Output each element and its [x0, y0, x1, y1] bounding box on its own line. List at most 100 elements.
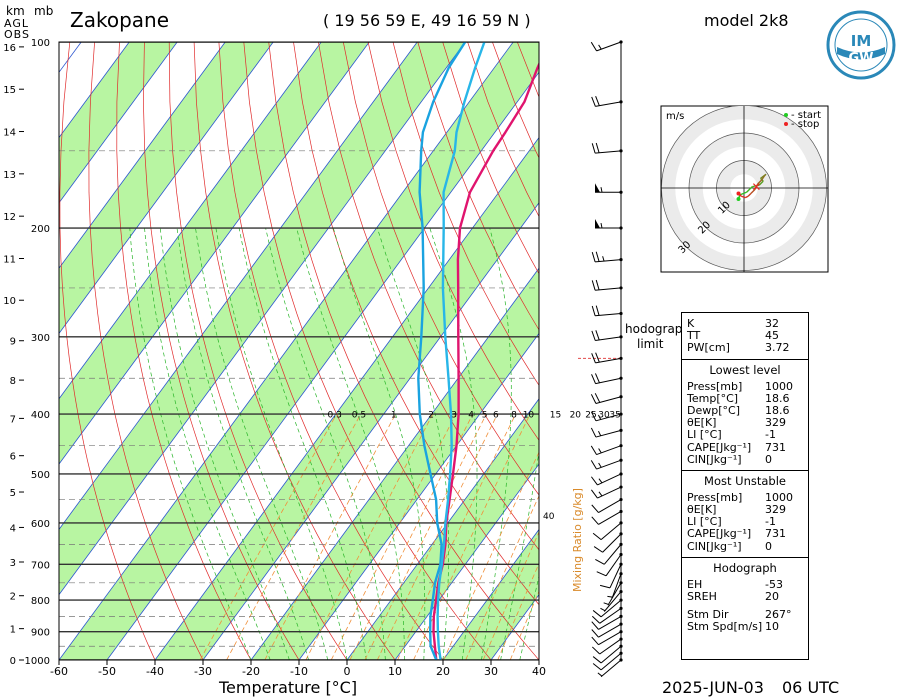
index-name: θE[K] [687, 503, 717, 517]
index-row: LI [°C] -1 [682, 429, 808, 441]
pressure-label: 300 [31, 333, 50, 344]
index-value: -1 [765, 515, 776, 529]
legend-start-label: - start [791, 110, 821, 121]
mixing-ratio-label: 30 [598, 410, 610, 420]
index-value: 3.72 [765, 341, 790, 355]
height-label: 3 [10, 558, 16, 569]
index-name: Dewp[°C] [687, 403, 740, 417]
index-value: 1000 [765, 490, 793, 504]
pressure-label: 200 [31, 224, 50, 235]
index-name: CAPE[Jkg⁻¹] [687, 440, 752, 454]
pressure-label: 400 [31, 410, 50, 421]
index-value: 10 [765, 620, 779, 634]
wind-barb [599, 564, 622, 589]
x-tick-label: -20 [242, 665, 260, 678]
wind-barb [590, 445, 622, 456]
index-name: K [687, 317, 695, 330]
hodograph-start-dot [736, 197, 741, 201]
pressure-label: 800 [31, 596, 50, 607]
index-row: θE[K] 329 [682, 416, 808, 430]
wind-barb [590, 473, 622, 486]
x-tick-label: 10 [388, 665, 402, 678]
hodograph-segment [750, 188, 756, 194]
wind-barb [590, 41, 622, 52]
mixing-ratio-label: 1 [391, 410, 397, 420]
height-label: 11 [3, 254, 16, 265]
divider [682, 358, 808, 360]
moist-adiabat [376, 227, 449, 660]
moist-adiabat [481, 227, 512, 660]
index-name: EH [687, 577, 703, 591]
profile-line-3 [436, 42, 486, 660]
index-row: K 32 [682, 317, 808, 330]
index-value: 1000 [765, 379, 793, 393]
isotherm [442, 528, 539, 660]
isotherm [346, 398, 539, 660]
wind-barb [591, 607, 622, 624]
index-name: SREH [687, 590, 717, 603]
index-row: EH -53 [682, 577, 808, 591]
index-row: Temp[°C] 18.6 [682, 391, 808, 405]
index-value: 0 [765, 539, 772, 553]
wind-barb [590, 427, 622, 438]
indices-top-rows: K 32 TT 45 PW[cm] 3.72 [682, 317, 808, 355]
hodograph-stop-dot [736, 191, 741, 196]
wind-barb [591, 352, 622, 364]
index-name: Temp[°C] [687, 391, 739, 405]
dry-adiabat [342, 42, 539, 496]
x-tick-label: -40 [146, 665, 164, 678]
index-name: LI [°C] [687, 515, 722, 529]
pressure-label: 100 [31, 38, 50, 49]
mixing-ratio-label: 6 [493, 410, 499, 420]
index-value: 18.6 [765, 403, 790, 417]
model-name: model 2k8 [704, 11, 789, 30]
height-label: 14 [3, 128, 16, 139]
index-row: Press[mb] 1000 [682, 490, 808, 504]
index-name: LI [°C] [687, 428, 722, 442]
wind-barb [595, 219, 621, 229]
wind-barb [593, 533, 622, 553]
theta-e-label: 40 [543, 512, 555, 522]
wind-barb [591, 511, 622, 525]
divider [682, 469, 808, 471]
index-row: Stm Spd[m/s] 10 [682, 621, 808, 633]
wind-barb [591, 330, 622, 341]
isobars [59, 42, 539, 660]
wind-barb [591, 142, 622, 154]
index-row: PW[cm] 3.72 [682, 342, 808, 354]
wind-barb [591, 305, 622, 317]
height-label: 15 [3, 85, 16, 96]
index-row: SREH 20 [682, 590, 808, 603]
index-name: θE[K] [687, 416, 717, 430]
x-tick-label: -60 [50, 665, 68, 678]
index-value: 731 [765, 440, 786, 454]
wind-barb [592, 645, 622, 664]
isotherm [250, 267, 539, 660]
lowest-level-rows: Press[mb] 1000 Temp[°C] 18.6 Dewp[°C] 18.6 θE[… [682, 379, 808, 466]
wind-barb [600, 591, 622, 612]
logo-text-top: IM [851, 32, 872, 50]
obs-label: OBS [4, 28, 30, 41]
index-value: 329 [765, 503, 786, 517]
height-label: 4 [10, 523, 16, 534]
mixing-ratio-label: 0.3 [328, 410, 342, 420]
wind-barb [592, 522, 622, 541]
index-row: CIN[Jkg⁻¹] 0 [682, 539, 808, 553]
index-name: CAPE[Jkg⁻¹] [687, 527, 752, 541]
unit-km-label: km [6, 4, 25, 18]
unit-mb-label: mb [34, 4, 54, 18]
index-row: CAPE[Jkg⁻¹] 731 [682, 440, 808, 454]
wind-barb [607, 573, 622, 599]
index-value: 0 [765, 452, 772, 466]
storm-motion-marker [752, 183, 760, 191]
logo-text-bottom: GW [848, 51, 873, 66]
index-value: 20 [765, 590, 779, 603]
height-label: 2 [10, 592, 16, 603]
index-value: 45 [765, 329, 779, 343]
most-unstable-rows: Press[mb] 1000 θE[K] 329 LI [°C] -1 CAPE[Jkg⁻¹… [682, 490, 808, 553]
storm-motion-rows: Stm Dir 267° Stm Spd[m/s] 10 [682, 608, 808, 633]
index-value: 329 [765, 416, 786, 430]
mixing-ratio-label: 15 [550, 410, 561, 420]
